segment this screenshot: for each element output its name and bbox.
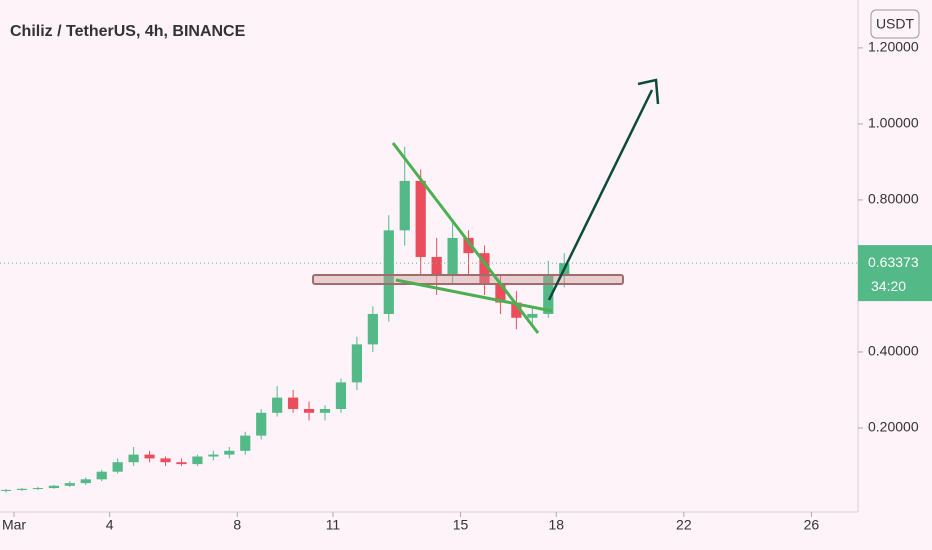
candle-body <box>64 483 75 486</box>
x-tick-label: 22 <box>676 517 692 533</box>
x-tick-label: 11 <box>326 517 341 533</box>
candle-body <box>479 253 490 284</box>
candle-body <box>208 454 219 457</box>
last-price-box <box>858 245 932 302</box>
x-tick-label: Mar <box>2 517 26 533</box>
x-tick-label: 18 <box>548 517 564 533</box>
candle-body <box>399 180 410 231</box>
support-zone <box>312 274 624 285</box>
candle-body <box>367 313 378 345</box>
currency-button[interactable] <box>870 9 920 39</box>
candle-body <box>112 462 123 472</box>
candle-body <box>80 479 91 484</box>
last-price-label: 0.63373 <box>868 254 919 270</box>
candle-body <box>192 456 203 465</box>
candle-body <box>383 230 394 314</box>
candle-body <box>0 489 12 491</box>
candle-body <box>240 435 251 451</box>
y-tick-label: 0.40000 <box>868 343 919 359</box>
y-tick-label: 0.20000 <box>868 419 919 435</box>
candle-body <box>160 458 171 463</box>
candle-body <box>495 283 506 303</box>
trend-line-lower <box>395 278 553 313</box>
y-tick-label: 0.80000 <box>868 191 919 207</box>
candle-body <box>431 256 442 276</box>
y-tick-label: 1.20000 <box>868 39 919 55</box>
candle-body <box>224 450 235 455</box>
x-tick-label: 26 <box>804 517 820 533</box>
drawings <box>312 78 660 334</box>
candle-body <box>319 408 331 413</box>
candle-body <box>48 485 59 489</box>
candle-body <box>16 488 28 490</box>
candle-body <box>144 454 155 459</box>
y-tick-label: 1.00000 <box>868 115 919 131</box>
trend-line-upper <box>391 142 540 334</box>
countdown-label: 34:20 <box>871 278 906 294</box>
candle-body <box>96 471 107 480</box>
x-tick-label: 4 <box>106 517 114 533</box>
candle-body <box>351 344 363 383</box>
arrow-line <box>547 89 654 301</box>
candle-body <box>128 454 139 463</box>
candle-body <box>335 382 347 409</box>
chart-title: Chiliz / TetherUS, 4h, BINANCE <box>10 23 246 40</box>
candle-body <box>32 488 44 490</box>
candle-body <box>543 275 554 314</box>
candle-body <box>415 180 426 257</box>
candle-body <box>287 397 299 409</box>
plot <box>0 146 570 493</box>
currency-label[interactable]: USDT <box>876 16 915 32</box>
candle-body <box>303 408 315 413</box>
candle-body <box>447 237 458 276</box>
candle-body <box>511 302 522 318</box>
candle-body <box>272 397 283 413</box>
x-tick-label: 15 <box>453 517 469 533</box>
candle-body <box>256 412 267 436</box>
x-tick-label: 8 <box>233 517 241 533</box>
arrow-head <box>637 78 660 105</box>
candle-body <box>463 237 474 254</box>
candle-body <box>527 313 538 318</box>
candle-body <box>176 462 187 465</box>
